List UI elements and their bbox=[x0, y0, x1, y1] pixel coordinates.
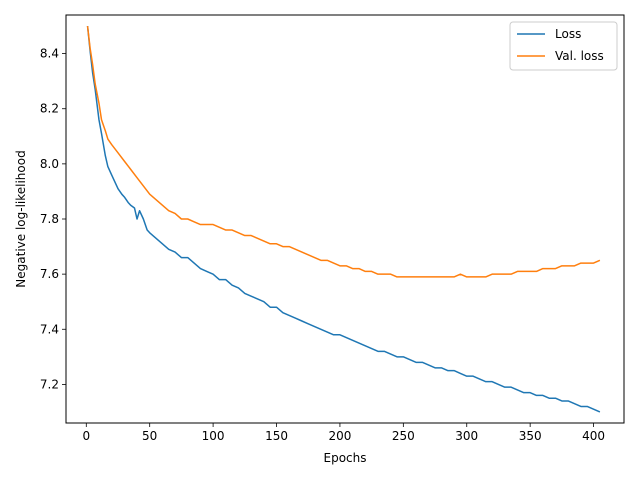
x-tick-label: 350 bbox=[519, 429, 542, 443]
x-tick-label: 100 bbox=[202, 429, 225, 443]
x-tick-label: 0 bbox=[82, 429, 90, 443]
x-tick-label: 400 bbox=[582, 429, 605, 443]
y-axis-title: Negative log-likelihood bbox=[14, 150, 28, 287]
x-tick-label: 200 bbox=[328, 429, 351, 443]
plot-area bbox=[86, 25, 601, 413]
x-tick-label: 300 bbox=[455, 429, 478, 443]
y-tick-label: 8.2 bbox=[40, 102, 59, 116]
x-tick-label: 150 bbox=[265, 429, 288, 443]
y-tick-label: 7.8 bbox=[40, 212, 59, 226]
x-tick-label: 250 bbox=[392, 429, 415, 443]
legend-label-loss: Loss bbox=[555, 27, 581, 41]
y-tick-label: 7.2 bbox=[40, 377, 59, 391]
legend: Loss Val. loss bbox=[509, 21, 618, 71]
y-tick-label: 8.4 bbox=[40, 47, 59, 61]
x-tick-label: 50 bbox=[142, 429, 157, 443]
axis-ticks: 0 50 100 150 200 250 300 350 400 7.2 7.4 7.6 7.8 8.0 8… bbox=[40, 47, 605, 443]
y-tick-label: 7.4 bbox=[40, 322, 59, 336]
legend-label-val-loss: Val. loss bbox=[555, 49, 604, 63]
x-axis-title: Epochs bbox=[324, 451, 367, 465]
series-line-loss bbox=[86, 25, 601, 413]
y-tick-label: 7.6 bbox=[40, 267, 59, 281]
series-line-val-loss bbox=[86, 25, 601, 278]
y-tick-label: 8.0 bbox=[40, 157, 59, 171]
